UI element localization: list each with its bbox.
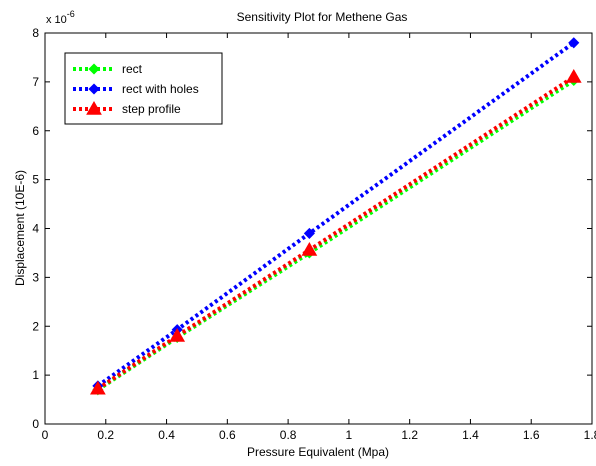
y-tick-label: 6 bbox=[32, 124, 39, 138]
y-tick-label: 5 bbox=[32, 173, 39, 187]
legend-label: rect bbox=[122, 62, 143, 76]
x-axis-label: Pressure Equivalent (Mpa) bbox=[247, 445, 389, 459]
y-tick-label: 8 bbox=[32, 26, 39, 40]
y-axis-label: Displacement (10E-6) bbox=[13, 170, 27, 286]
legend: rect rect with holes step profile bbox=[64, 52, 223, 125]
y-axis-multiplier-exponent: -6 bbox=[67, 9, 75, 19]
legend-label: rect with holes bbox=[122, 82, 199, 96]
chart-title: Sensitivity Plot for Methene Gas bbox=[237, 10, 408, 24]
y-axis-multiplier-base: x 10 bbox=[46, 14, 67, 26]
data-point bbox=[90, 380, 106, 395]
x-tick-label: 0.2 bbox=[97, 428, 114, 442]
legend-marker bbox=[88, 83, 100, 95]
data-point bbox=[565, 68, 582, 83]
x-tick-label: 0.6 bbox=[219, 428, 236, 442]
x-tick-label: 0.8 bbox=[280, 428, 297, 442]
series-line bbox=[96, 41, 575, 388]
legend-label: step profile bbox=[122, 102, 181, 116]
x-tick-label: 1.2 bbox=[401, 428, 418, 442]
x-tick-label: 0.4 bbox=[158, 428, 175, 442]
x-tick-label: 1.6 bbox=[523, 428, 540, 442]
x-tick-label: 1.4 bbox=[462, 428, 479, 442]
y-tick-label: 2 bbox=[32, 319, 39, 333]
x-tick-label: 0 bbox=[42, 428, 49, 442]
legend-marker bbox=[86, 100, 102, 115]
data-point bbox=[303, 227, 315, 239]
data-point bbox=[169, 328, 186, 342]
x-tick-label: 1.8 bbox=[584, 428, 596, 442]
y-tick-label: 3 bbox=[32, 270, 39, 284]
series-line bbox=[96, 75, 575, 391]
data-point bbox=[568, 37, 580, 49]
data-point bbox=[301, 241, 318, 256]
y-tick-label: 0 bbox=[32, 417, 39, 431]
legend-marker bbox=[88, 63, 100, 75]
y-tick-label: 7 bbox=[32, 75, 39, 89]
y-tick-label: 4 bbox=[32, 222, 39, 236]
series-line bbox=[96, 78, 575, 392]
y-axis-multiplier: x 10-6 bbox=[46, 9, 75, 26]
y-tick-label: 1 bbox=[32, 368, 39, 382]
series-step-profile bbox=[90, 68, 582, 395]
x-tick-label: 1 bbox=[346, 428, 353, 442]
